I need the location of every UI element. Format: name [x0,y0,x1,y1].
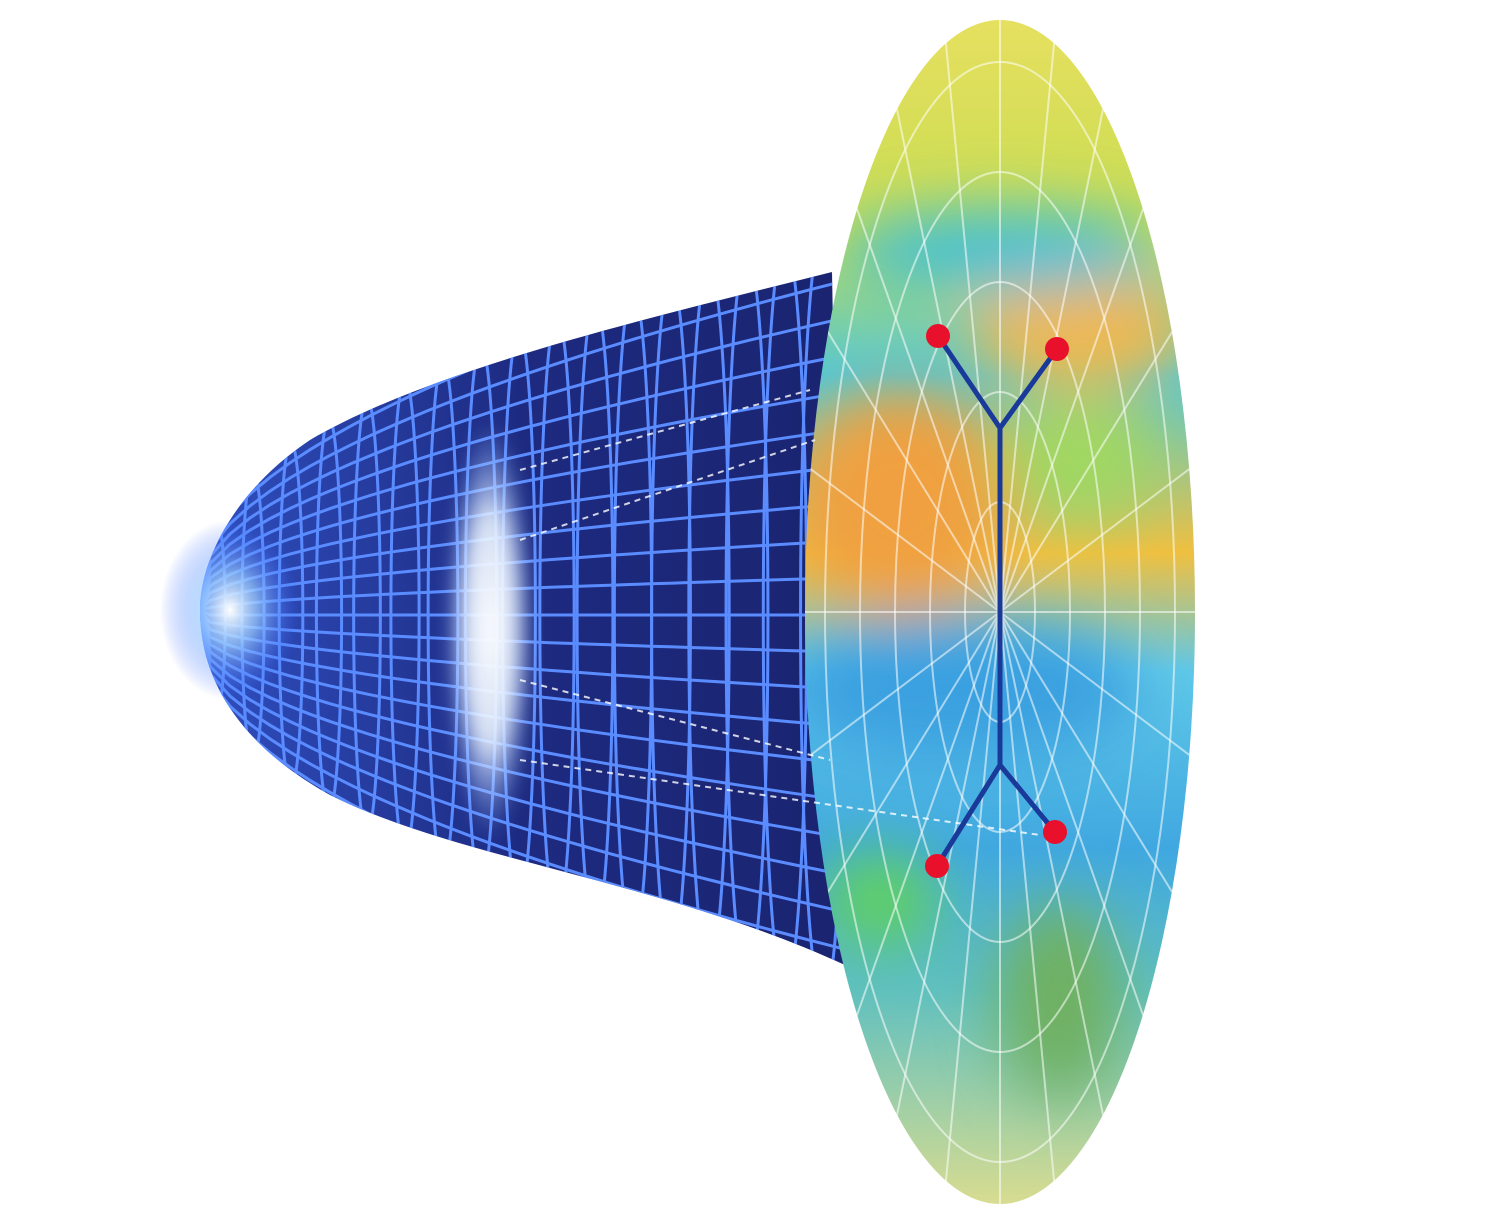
grid-line [200,278,845,611]
endpoint [925,854,949,878]
grid-line [200,609,845,915]
dashed-lines [519,389,1041,836]
grid-line [200,315,845,611]
dashed-line [519,679,831,761]
bottom-branch [934,760,1058,869]
glow-band [445,420,535,840]
disc [519,20,1195,1204]
feynman-diagram [925,324,1069,878]
grid-line [200,389,845,611]
tip-glow [160,520,300,700]
funnel [160,272,845,965]
endpoint [926,324,950,348]
green-patch [1000,900,1120,1100]
endpoint [1043,820,1067,844]
grid-line [200,609,845,952]
orange-patch [970,270,1190,390]
grid-line [200,352,845,611]
grid-line [200,609,845,878]
green-patch [820,850,940,950]
blue-band [805,620,1140,760]
endpoint [1045,337,1069,361]
dashed-line [519,439,816,541]
